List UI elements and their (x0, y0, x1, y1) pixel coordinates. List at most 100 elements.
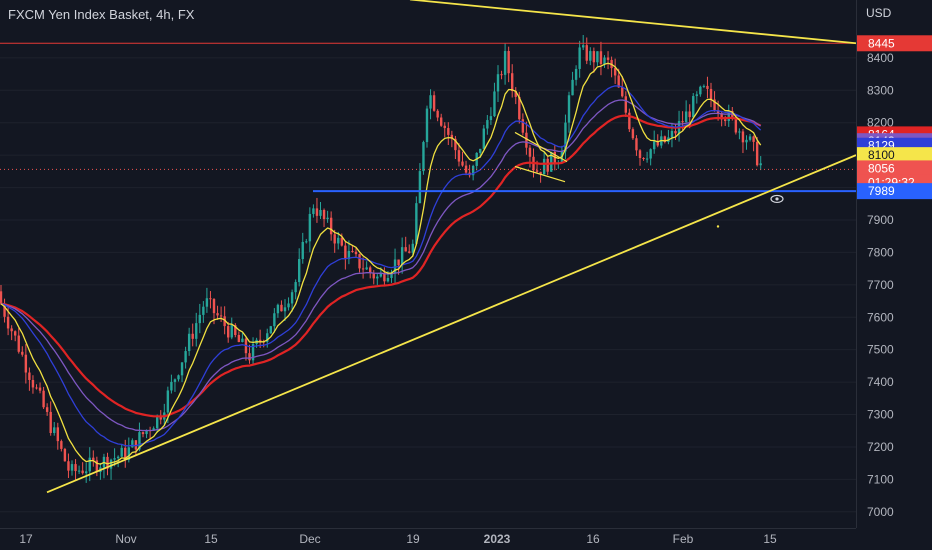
candle-body (713, 99, 716, 110)
candle-body (124, 447, 127, 460)
candle-body (422, 142, 425, 172)
time-tick-label: Dec (299, 532, 320, 546)
ema-slow-line (0, 99, 762, 432)
candle-body (134, 440, 138, 450)
candle-body (539, 171, 542, 175)
candle-body (28, 372, 31, 380)
candle-body (429, 95, 432, 109)
candle-body (138, 432, 141, 450)
candle-body (63, 448, 67, 462)
candle-body (379, 272, 383, 277)
price-tick-label: 7100 (867, 472, 894, 486)
currency-label[interactable]: USD (866, 6, 892, 20)
candle-body (596, 51, 599, 63)
candle-body (0, 291, 3, 304)
candle-body (209, 298, 212, 300)
candle-body (496, 74, 500, 92)
candle-body (258, 339, 262, 342)
wedge-lower-line (514, 165, 566, 183)
candle-body (503, 51, 507, 75)
candle-body (571, 79, 574, 96)
candle-body (187, 333, 191, 352)
candle-body (287, 303, 290, 308)
candle-body (276, 304, 280, 314)
candle-body (49, 411, 52, 433)
candle-body (358, 254, 361, 269)
candle-body (716, 109, 720, 114)
candle-body (390, 273, 393, 278)
candle-body (56, 427, 59, 442)
candle-body (734, 117, 738, 133)
candle-body (319, 210, 322, 216)
price-label: 8100 (857, 147, 932, 164)
candle-body (177, 375, 180, 380)
candle-body (70, 464, 74, 471)
candle-body (741, 131, 745, 143)
price-label-text: 7989 (868, 184, 895, 198)
candle-body (159, 415, 162, 420)
candle-body (688, 111, 691, 118)
candle-body (585, 45, 588, 61)
candle-body (574, 68, 578, 80)
time-axis-separator (0, 528, 856, 529)
candle-body (109, 459, 113, 469)
candle-body (542, 158, 546, 175)
candle-body (720, 113, 723, 120)
candle-body (241, 338, 244, 343)
price-label-text: 8100 (868, 148, 895, 162)
candle-body (514, 90, 517, 97)
candle-body (408, 251, 411, 253)
candle-body (649, 149, 652, 159)
candle-body (106, 456, 109, 469)
candle-body (603, 57, 606, 64)
candle-body (376, 276, 379, 279)
candle-body (621, 87, 624, 97)
time-tick-label: 2023 (484, 532, 511, 546)
candle-body (38, 387, 42, 391)
candle-body (752, 136, 755, 142)
candle-body (283, 307, 287, 312)
candle-body (486, 120, 489, 129)
candle-body (702, 85, 706, 87)
candle-body (471, 165, 475, 176)
candle-body (31, 379, 35, 388)
price-label: 8445 (857, 35, 932, 52)
time-tick-label: 19 (406, 532, 420, 546)
candle-body (411, 243, 414, 253)
candle-body (53, 427, 56, 433)
candle-body (670, 130, 674, 138)
candle-body (386, 277, 390, 282)
candle-body (645, 158, 649, 160)
symbol-title[interactable]: FXCM Yen Index Basket, 4h, FX (8, 7, 195, 22)
candle-body (312, 208, 315, 214)
candle-body (344, 245, 347, 260)
candle-body (418, 171, 422, 204)
time-tick-label: 16 (586, 532, 600, 546)
candle-body (397, 259, 400, 266)
candle-body (578, 47, 581, 69)
candle-body (227, 326, 230, 338)
candle-body (74, 464, 77, 472)
candle-body (45, 407, 49, 412)
candle-body (546, 158, 549, 172)
candle-body (116, 456, 120, 459)
candle-body (709, 88, 713, 100)
candle-body (315, 208, 319, 216)
ema-mid-line (0, 85, 762, 447)
candle-body (606, 57, 610, 60)
candle-body (617, 75, 620, 88)
price-axis-separator (856, 0, 857, 528)
candle-body (95, 460, 99, 473)
candle-body (322, 210, 326, 220)
candle-body (369, 267, 372, 273)
candle-body (42, 390, 45, 408)
candle-body (198, 314, 201, 324)
time-tick-label: Feb (673, 532, 694, 546)
candle-body (351, 250, 354, 252)
ema-fast-line (0, 62, 762, 465)
candle-body (638, 150, 642, 158)
candle-body (141, 432, 145, 435)
candle-body (77, 470, 81, 472)
